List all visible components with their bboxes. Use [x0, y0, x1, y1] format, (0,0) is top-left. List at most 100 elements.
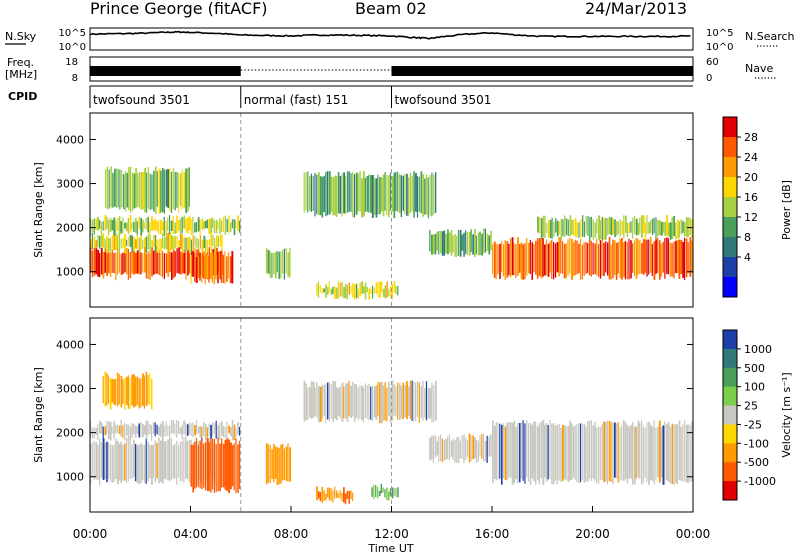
power-data-band-9-col-70 [662, 222, 665, 233]
vel-data-band-5-col-28 [479, 434, 481, 456]
vel-data-band-7-col-9 [118, 373, 120, 405]
power-data-band-8-col-106 [682, 242, 685, 278]
power-data-band-2-col-43 [167, 217, 169, 232]
power-data-band-2-col-83 [239, 220, 241, 233]
power-data-band-4-col-4 [197, 256, 200, 279]
power-data-band-9-col-1 [539, 216, 541, 234]
power-data-band-1-col-12 [111, 235, 113, 251]
power-data-band-2-col-18 [122, 217, 124, 234]
power-cbar-swatch-4 [723, 197, 737, 218]
vel-data-band-7-col-6 [113, 379, 116, 405]
vel-data-band-4-col-51 [395, 386, 397, 417]
power-data-band-0-col-38 [158, 250, 160, 275]
power-data-band-0-col-51 [181, 252, 184, 274]
power-data-band-4-col-20 [226, 256, 228, 282]
power-data-band-9-col-59 [642, 215, 645, 233]
vel-data-band-2-col-16 [219, 443, 221, 492]
vel-data-band-4-col-12 [325, 383, 327, 423]
vel-data-band-6-col-108 [685, 424, 688, 483]
vel-data-band-4-col-13 [327, 382, 329, 420]
vel-data-band-0-col-18 [122, 444, 124, 481]
power-data-band-0-col-18 [122, 252, 124, 275]
power-data-band-6-col-58 [407, 177, 410, 216]
power-data-band-8-col-105 [680, 240, 683, 275]
power-data-band-0-col-10 [108, 251, 110, 274]
power-data-band-2-col-75 [224, 215, 226, 235]
power-data-band-1-col-38 [158, 238, 160, 253]
power-data-band-6-col-48 [389, 172, 392, 211]
power-data-band-10-col-32 [373, 287, 375, 294]
vel-data-band-6-col-80 [635, 426, 637, 479]
vel-data-band-4-col-50 [393, 384, 395, 416]
power-data-band-7-col-21 [466, 232, 469, 256]
power-data-band-8-col-69 [615, 242, 618, 280]
power-data-band-6-col-8 [318, 172, 320, 216]
power-data-band-8-col-100 [671, 243, 673, 277]
power-data-band-2-col-58 [194, 222, 196, 233]
vel-data-band-2-col-11 [210, 438, 212, 493]
vel-data-band-6-col-64 [606, 420, 609, 485]
power-data-band-8-col-17 [522, 244, 525, 280]
vel-data-band-1-col-80 [233, 424, 236, 441]
power-data-band-1-col-13 [113, 235, 116, 251]
vel-data-band-1-col-60 [197, 426, 200, 434]
vel-data-band-1-col-3 [95, 427, 98, 435]
power-data-band-6-col-17 [334, 175, 337, 216]
power-data-band-0-col-35 [153, 250, 155, 275]
power-data-band-2-col-33 [149, 222, 151, 236]
power-data-band-4-col-17 [220, 256, 223, 283]
power-data-band-6-col-37 [370, 175, 372, 213]
power-data-band-10-col-0 [316, 283, 318, 296]
power-data-band-0-col-29 [142, 253, 144, 273]
vel-data-band-0-col-39 [160, 440, 162, 482]
vel-data-band-9-col-11 [391, 487, 394, 499]
power-data-band-10-col-38 [384, 285, 387, 299]
vel-data-band-1-col-6 [100, 422, 103, 434]
vel-data-band-6-col-8 [506, 422, 508, 481]
power-data-band-8-col-53 [587, 243, 589, 273]
vel-cbar-swatch-0 [723, 330, 737, 350]
vel-data-band-8-col-16 [344, 493, 347, 505]
power-data-band-6-col-28 [353, 174, 356, 218]
velocity-colorbar: 1000 500 100 25 -25 -100 -500 -1000 [722, 329, 776, 501]
power-data-band-10-col-1 [317, 281, 320, 298]
vel-data-band-6-col-99 [669, 426, 671, 484]
power-data-band-2-col-35 [152, 220, 155, 231]
power-data-band-1-col-1 [91, 232, 93, 250]
noise-ytick-bottom-left: 10^0 [59, 42, 86, 53]
power-data-band-5-col-13 [289, 247, 291, 278]
vel-data-band-4-col-61 [413, 381, 415, 422]
vel-data-band-6-col-26 [538, 422, 541, 485]
power-data-band-9-col-27 [585, 215, 587, 235]
vel-data-band-4-col-36 [368, 384, 370, 421]
vel-data-band-1-col-30 [143, 425, 146, 435]
vel-data-band-8-col-15 [343, 487, 345, 503]
vel-data-band-7-col-15 [129, 378, 131, 410]
power-data-band-4-col-11 [210, 253, 212, 279]
vel-data-band-1-col-58 [194, 425, 196, 436]
power-data-band-0-col-24 [133, 250, 135, 275]
vel-data-band-1-col-35 [152, 422, 155, 434]
vel-data-band-1-col-22 [129, 426, 131, 441]
vel-data-band-6-col-59 [597, 426, 600, 484]
vel-data-band-6-col-23 [533, 421, 536, 482]
power-data-band-1-col-9 [106, 235, 108, 254]
vel-data-band-5-col-0 [429, 437, 431, 461]
vel-data-band-1-col-12 [111, 426, 113, 434]
power-data-band-0-col-6 [100, 247, 103, 275]
vel-data-band-1-col-61 [199, 426, 202, 438]
vel-data-band-5-col-7 [441, 438, 443, 463]
vel-data-band-4-col-9 [319, 386, 322, 422]
power-data-band-2-col-7 [102, 221, 104, 231]
power-data-band-9-col-38 [605, 217, 607, 240]
power-data-band-9-col-47 [621, 221, 623, 235]
noise-series [89, 30, 691, 40]
vel-data-band-6-col-5 [501, 424, 503, 485]
cpid-label-1: normal (fast) 151 [244, 93, 348, 107]
cpid-label-2: twofsound 3501 [395, 93, 492, 107]
vel-data-band-6-col-30 [545, 423, 548, 482]
vel-data-band-1-col-27 [138, 423, 140, 438]
beam-title: Beam 02 [355, 0, 427, 18]
vel-data-band-6-col-100 [671, 423, 673, 484]
vel-data-band-8-col-1 [317, 491, 320, 499]
